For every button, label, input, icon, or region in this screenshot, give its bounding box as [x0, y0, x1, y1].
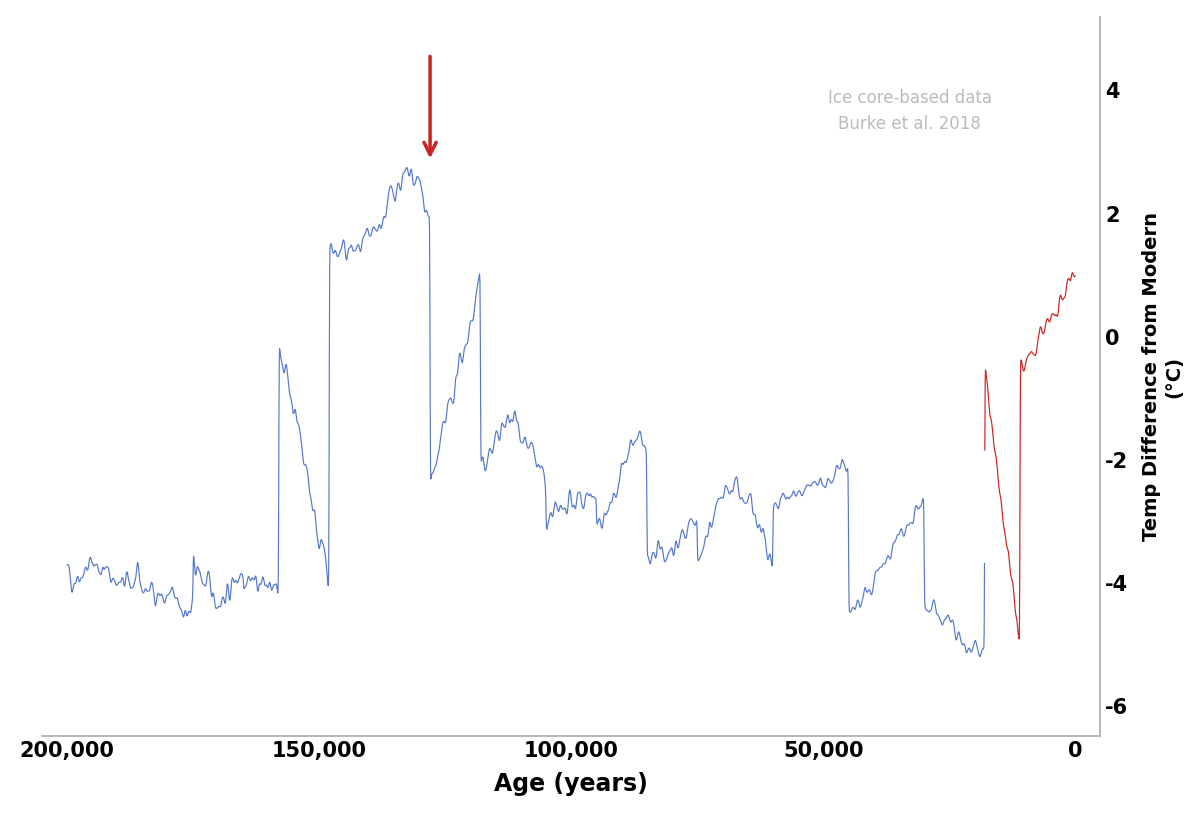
- Y-axis label: Temp Difference from Modern
(°C): Temp Difference from Modern (°C): [1142, 212, 1183, 541]
- Text: Ice core-based data
Burke et al. 2018: Ice core-based data Burke et al. 2018: [828, 89, 992, 133]
- X-axis label: Age (years): Age (years): [494, 772, 648, 796]
